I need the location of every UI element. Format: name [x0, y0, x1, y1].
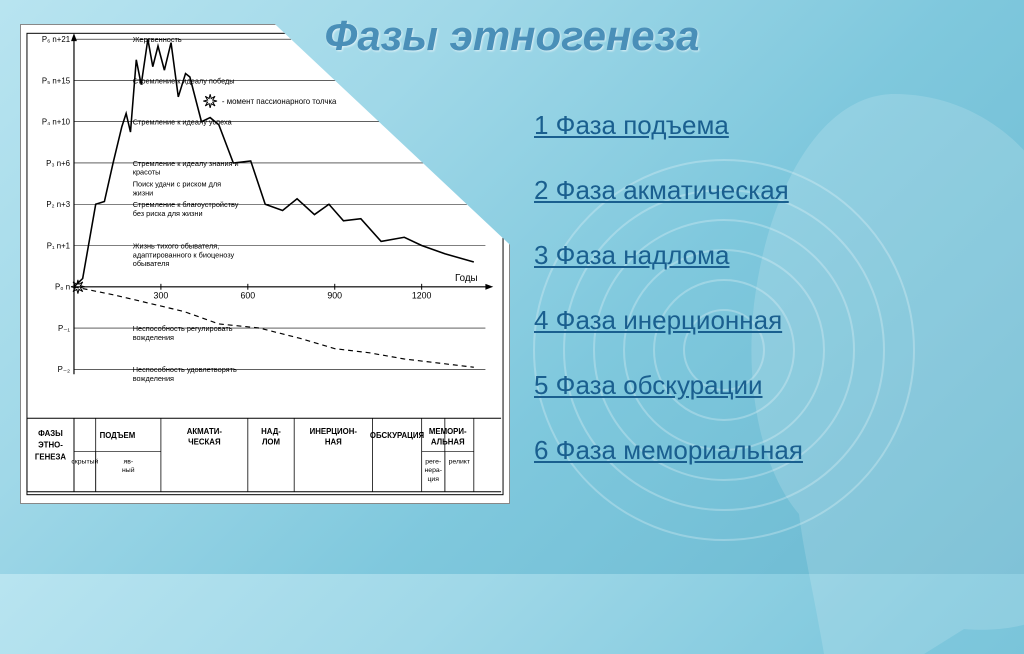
svg-text:вожделения: вожделения	[133, 333, 174, 342]
svg-text:600: 600	[240, 291, 255, 301]
svg-text:P₋₂: P₋₂	[58, 365, 70, 374]
svg-text:Стремление к идеалу успеха: Стремление к идеалу успеха	[133, 118, 233, 127]
svg-text:АЛЬНАЯ: АЛЬНАЯ	[431, 438, 465, 447]
svg-text:АКМАТИ-: АКМАТИ-	[187, 427, 223, 436]
ethnogenesis-chart: P₋₂ P₋₁ P₀ n P₁ n+1 P₂ n+3 P₃ n+6 P₄ n+10 P₅ n+…	[20, 24, 510, 504]
svg-text:НАЯ: НАЯ	[325, 438, 342, 447]
svg-text:НАД-: НАД-	[261, 427, 281, 436]
phase-link-3[interactable]: 3 Фаза надлома	[534, 240, 954, 271]
phase-list: 1 Фаза подъема 2 Фаза акматическая 3 Фаз…	[534, 110, 954, 500]
svg-text:реликт: реликт	[449, 458, 471, 465]
svg-text:ЭТНО-: ЭТНО-	[38, 441, 63, 450]
svg-text:реге-: реге-	[425, 458, 441, 465]
svg-text:вожделения: вожделения	[133, 374, 174, 383]
svg-text:ФАЗЫ: ФАЗЫ	[38, 429, 63, 438]
svg-text:P₆ n+21: P₆ n+21	[42, 35, 70, 44]
svg-text:без риска для жизни: без риска для жизни	[133, 209, 203, 218]
svg-text:P₋₁: P₋₁	[58, 324, 70, 333]
svg-text:обывателя: обывателя	[133, 259, 170, 268]
svg-text:P₄ n+10: P₄ n+10	[42, 118, 71, 127]
svg-text:Неспособность удовлетворять: Неспособность удовлетворять	[133, 365, 237, 374]
svg-text:1200: 1200	[412, 291, 432, 301]
phase-link-2[interactable]: 2 Фаза акматическая	[534, 175, 954, 206]
svg-text:- момент пассионарного толчка: - момент пассионарного толчка	[222, 97, 337, 106]
svg-text:красоты: красоты	[133, 168, 161, 177]
svg-text:ПОДЪЕМ: ПОДЪЕМ	[100, 431, 136, 440]
svg-text:скрытый: скрытый	[71, 457, 98, 465]
svg-text:ный: ный	[122, 466, 135, 474]
svg-text:яв-: яв-	[123, 458, 133, 465]
svg-text:Годы: Годы	[455, 273, 478, 284]
svg-text:жизни: жизни	[133, 188, 153, 197]
phase-link-4[interactable]: 4 Фаза инерционная	[534, 305, 954, 336]
svg-text:ция: ция	[428, 476, 440, 483]
svg-text:Жертвенность: Жертвенность	[133, 35, 182, 44]
phase-link-6[interactable]: 6 Фаза мемориальная	[534, 435, 954, 466]
svg-text:нера-: нера-	[425, 467, 442, 474]
svg-text:Стремление к идеалу знания и: Стремление к идеалу знания и	[133, 159, 239, 168]
svg-text:Стремление к благоустройству: Стремление к благоустройству	[133, 200, 239, 209]
chart-svg: P₋₂ P₋₁ P₀ n P₁ n+1 P₂ n+3 P₃ n+6 P₄ n+10 P₅ n+…	[25, 29, 505, 499]
svg-text:Неспособность регулировать: Неспособность регулировать	[133, 324, 233, 333]
svg-text:900: 900	[327, 291, 342, 301]
phase-link-1[interactable]: 1 Фаза подъема	[534, 110, 954, 141]
phase-link-5[interactable]: 5 Фаза обскурации	[534, 370, 954, 401]
svg-text:300: 300	[154, 291, 169, 301]
svg-text:Жизнь тихого обывателя,: Жизнь тихого обывателя,	[133, 241, 220, 250]
svg-text:ОБСКУРАЦИЯ: ОБСКУРАЦИЯ	[370, 431, 425, 440]
svg-text:P₀ n: P₀ n	[55, 283, 70, 292]
svg-text:ГЕНЕЗА: ГЕНЕЗА	[35, 452, 66, 461]
svg-text:P₃ n+6: P₃ n+6	[46, 159, 71, 168]
svg-text:МЕМОРИ-: МЕМОРИ-	[429, 427, 467, 436]
svg-text:P₂ n+3: P₂ n+3	[46, 200, 70, 209]
svg-text:ИНЕРЦИОН-: ИНЕРЦИОН-	[310, 427, 358, 436]
svg-text:P₁ n+1: P₁ n+1	[47, 241, 70, 250]
svg-text:ЛОМ: ЛОМ	[262, 438, 280, 447]
svg-text:P₅ n+15: P₅ n+15	[42, 76, 71, 85]
svg-text:Поиск удачи с риском для: Поиск удачи с риском для	[133, 180, 221, 189]
svg-text:Стремление к идеалу победы: Стремление к идеалу победы	[133, 76, 235, 85]
svg-text:адаптированного к биоценозу: адаптированного к биоценозу	[133, 250, 235, 259]
svg-text:ЧЕСКАЯ: ЧЕСКАЯ	[188, 438, 221, 447]
